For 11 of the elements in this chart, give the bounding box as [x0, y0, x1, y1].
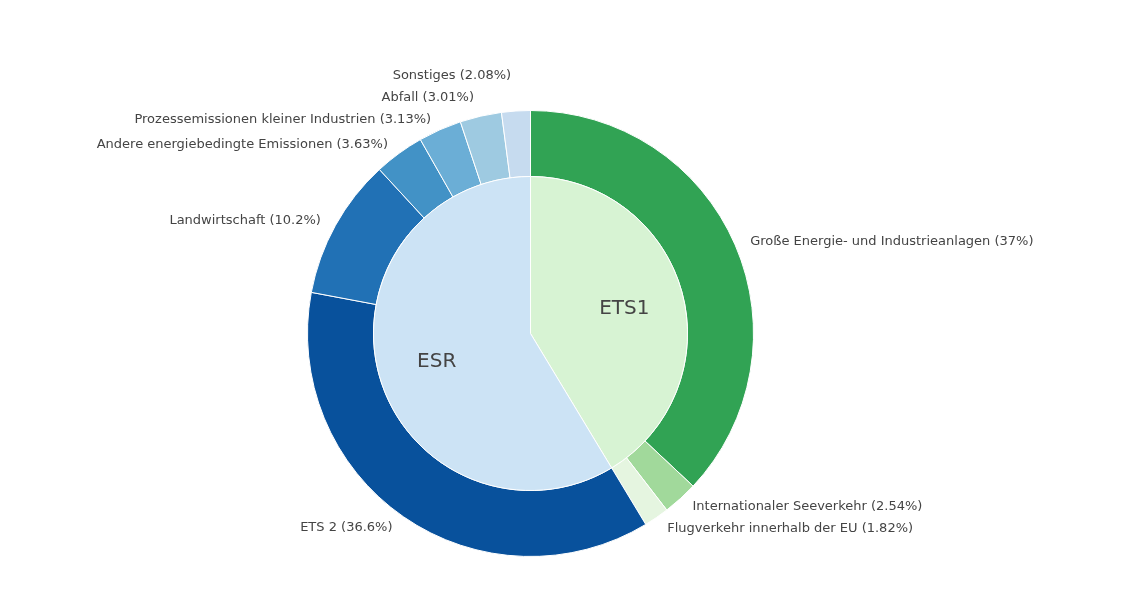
slice-label: Sonstiges (2.08%): [392, 67, 512, 83]
slice-label: Landwirtschaft (10.2%): [169, 212, 321, 228]
slice-label: Große Energie- und Industrieanlagen (37%): [750, 232, 1034, 248]
slice-label: Prozessemissionen kleiner Industrien (3.13%): [134, 111, 432, 127]
text: ETS1: [599, 295, 650, 320]
slice-label: Abfall (3.01%): [381, 89, 475, 105]
slice-label: Internationaler Seeverkehr (2.54%): [692, 497, 923, 513]
slice-label: Flugverkehr innerhalb der EU (1.82%): [667, 519, 914, 535]
slice-label: ETS 2 (36.6%): [300, 519, 393, 535]
text: ESR: [417, 347, 457, 372]
slice-label: Andere energiebedingte Emissionen (3.63%): [96, 136, 388, 152]
